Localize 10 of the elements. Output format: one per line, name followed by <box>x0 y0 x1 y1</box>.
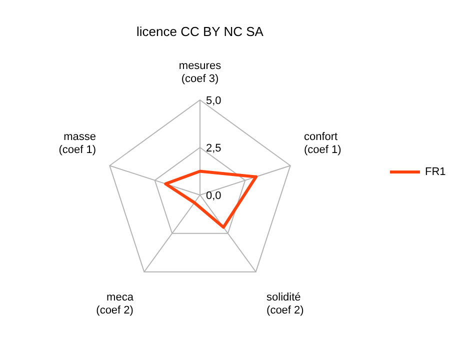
spoke-label: meca (coef 2) <box>96 291 134 316</box>
spoke-label: confort (coef 1) <box>304 131 342 156</box>
legend-label: FR1 <box>425 166 446 178</box>
spoke-label: mesures (coef 3) <box>178 60 222 85</box>
spoke-label: solidité (coef 2) <box>266 291 304 316</box>
spoke-label: masse (coef 1) <box>58 131 96 156</box>
y-tick-label: 5,0 <box>206 95 222 107</box>
chart-title: licence CC BY NC SA <box>136 24 264 39</box>
y-tick-label: 0,0 <box>206 190 222 202</box>
y-tick-label: 2,5 <box>206 142 222 154</box>
